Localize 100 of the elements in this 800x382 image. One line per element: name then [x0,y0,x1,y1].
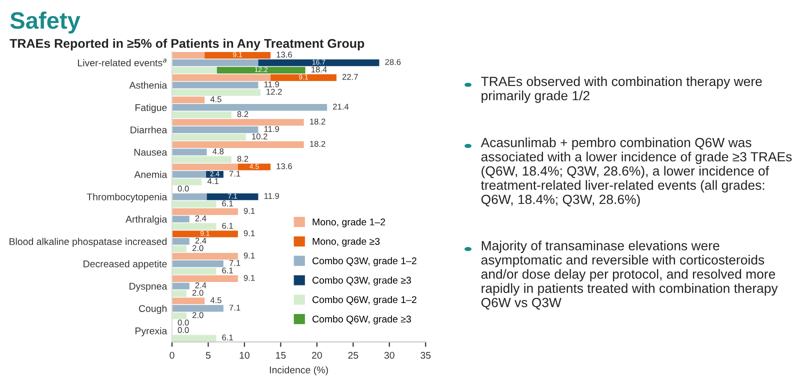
total-label: 22.7 [342,74,358,80]
total-label: 2.0 [192,312,204,318]
bar [172,260,224,268]
x-tick-label: 20 [312,352,322,359]
total-label: 0.0 [178,320,189,326]
bar [172,193,207,200]
bar [172,223,216,230]
total-label: 7.1 [229,260,240,266]
total-label: 2.4 [195,282,206,288]
total-label: 4.8 [212,148,224,154]
bar [172,171,206,178]
x-tick-label: 30 [384,352,394,359]
total-label: 8.2 [237,156,248,162]
bar [258,59,380,66]
y-tick-label: Thrombocytopenia [86,193,168,202]
y-tick-label: Decreased appetite [84,260,167,270]
x-tick-label: 0 [170,352,174,359]
total-label: 4.5 [210,96,222,102]
bar [172,282,190,290]
x-tick-label: 35 [420,352,431,359]
legend-label: Combo Q6W, grade 1–2 [312,296,416,306]
bar [172,141,304,148]
total-label: 4.1 [207,178,218,184]
bar [238,164,271,170]
bar [172,208,238,215]
chart-title: Safety [10,12,80,34]
bar [172,82,258,88]
total-label: 7.1 [229,304,240,311]
total-label: 18.2 [310,118,326,125]
total-label: 11.9 [264,81,279,88]
bar [216,66,306,74]
bar [172,134,246,141]
total-label: 6.1 [222,222,233,229]
total-label: 0.0 [178,327,189,333]
total-label: 2.0 [192,245,204,252]
total-label: 9.1 [244,252,255,259]
bar [172,156,232,163]
total-label: 12.2 [266,88,282,95]
total-label: 9.1 [244,208,255,214]
total-label: 4.5 [210,297,222,304]
total-label: 9.1 [244,230,255,236]
bar [172,89,260,96]
total-label: 6.1 [222,268,233,274]
bar [172,52,205,59]
bar [172,275,238,282]
bar [204,52,271,59]
text: TRAEs observed with combination therapy were primarily grade 1/2 [481,76,762,103]
total-label: 21.4 [333,104,349,110]
bar [172,164,238,170]
bar [172,178,202,186]
y-tick-label: Nausea [134,148,168,156]
legend-label: Mono, grade ≥3 [312,238,380,247]
y-tick-label: Arthralgia [126,216,168,225]
total-label: 10.2 [252,134,268,140]
y-tick-label: Liver-related events$^{a}$ [78,58,166,66]
bar [172,298,205,304]
x-tick-label: 25 [348,352,358,359]
bar [172,305,224,312]
legend-label: Combo Q3W, grade ≥3 [312,276,411,286]
total-label: 7.1 [229,170,240,177]
bar [172,312,186,320]
total-label: 6.1 [222,334,233,340]
legend-label: Combo Q3W, grade 1–2 [312,257,416,266]
total-label: 18.2 [310,140,326,147]
bar [172,74,271,81]
legend-label: Mono, grade 1–2 [312,218,386,228]
total-label: 6.1 [222,200,233,206]
y-tick-label: Diarrhea [130,126,168,134]
text: Majority of transaminase elevations were asymptomatic and reversible with corticosteroids and/or dose delay per protocol, and resolved more rapidly in patients treated with combination therapy Q6W vs Q3W [481,240,778,310]
bar [172,290,186,297]
total-label: 28.6 [385,59,401,65]
total-label: 11.9 [264,193,279,199]
legend-label: Combo Q6W, grade ≥3 [312,315,411,324]
chart-subtitle: TRAEs Reported in ≥5% of Patients in Any Treatment Group [10,38,364,50]
total-label: 13.6 [276,163,292,170]
bar [172,252,238,260]
y-tick-label: Dyspnea [130,282,168,292]
y-tick-label: Cough [138,304,167,314]
x-tick-label: 15 [276,352,286,359]
bar [172,216,190,222]
bar [172,238,190,245]
y-tick-label: Pyrexia [136,327,168,336]
bar [206,193,258,200]
total-label: 8.2 [237,111,248,118]
bar [172,148,207,156]
total-label: 2.4 [195,238,206,244]
text: Acasunlimab + pembro combination Q6W was associated with a lower incidence of grade ≥3 TRAEs (Q6W, 18.4%; Q3W, 28.6%), a lower incidence of treatment-related liver-related events (all grades: Q6W, 18.4%; Q3W, 28.6%) [480,138,792,207]
bar [172,230,238,238]
bar [172,200,216,208]
bar [172,334,216,342]
total-label: 9.1 [244,274,255,281]
total-label: 18.4 [312,66,327,72]
x-tick-label: 5 [206,352,211,359]
total-label: 13.6 [276,52,292,58]
total-label: 2.0 [192,290,204,296]
y-tick-label: Blood alkaline phospatase increased [10,238,167,247]
bar [172,118,304,126]
total-label: 2.4 [195,215,206,222]
bar [172,126,258,134]
bar [172,59,258,66]
